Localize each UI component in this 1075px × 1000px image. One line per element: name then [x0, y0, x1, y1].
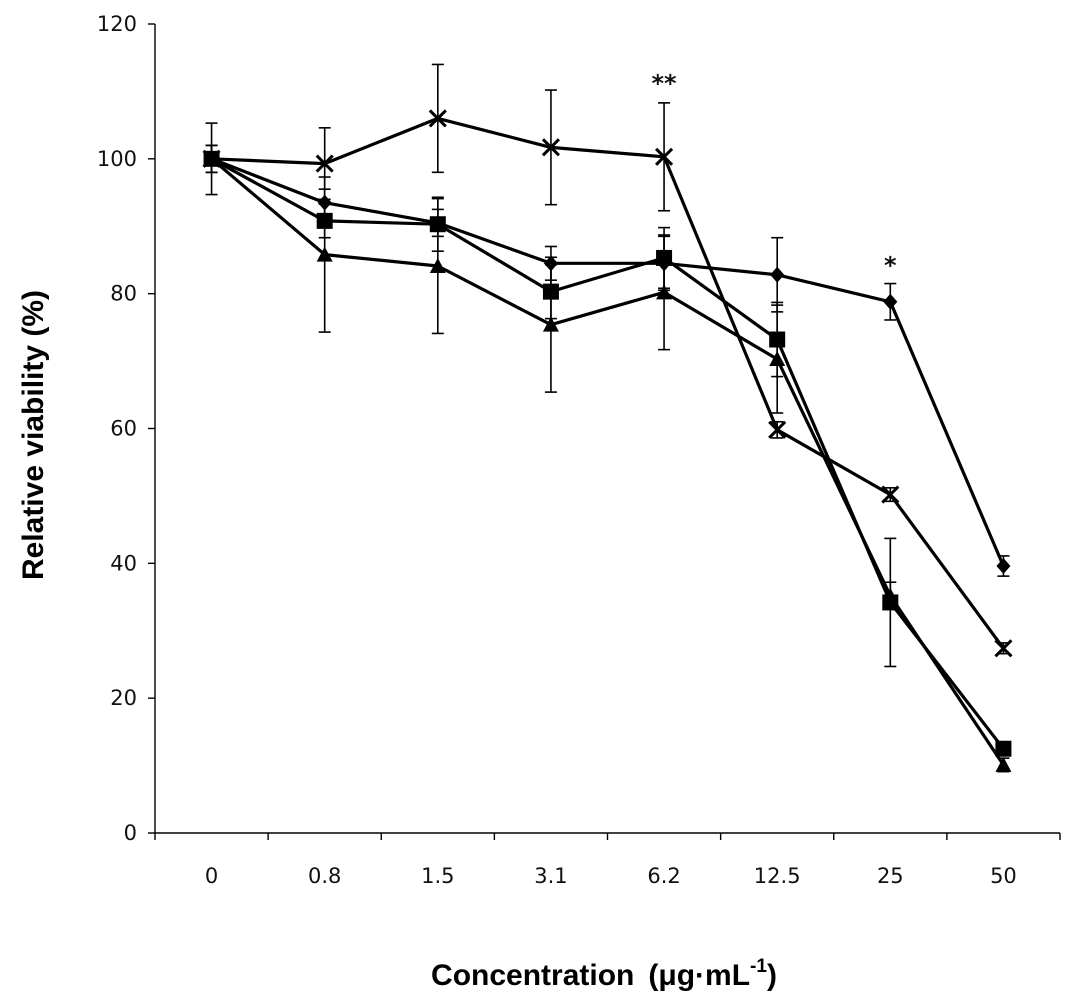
x-axis-title: Concentration (μg·mL-1): [431, 956, 777, 992]
marker-cross: [655, 147, 674, 166]
y-tick-label: 100: [97, 147, 137, 171]
marker-square: [769, 331, 786, 348]
marker-square: [429, 216, 446, 233]
x-tick-label: 25: [877, 864, 904, 888]
marker-triangle: [316, 246, 333, 262]
x-tick-label: 50: [990, 864, 1017, 888]
y-tick-label: 20: [110, 686, 137, 710]
x-tick-label: 0: [205, 864, 218, 888]
marker-diamond: [543, 255, 558, 272]
marker-cross: [541, 138, 560, 157]
marker-cross: [315, 154, 334, 173]
marker-square: [316, 212, 333, 229]
marker-cross: [428, 109, 447, 128]
marker-triangle: [656, 284, 673, 300]
series-line-diamond: [211, 157, 1005, 567]
series-line-square: [210, 157, 1005, 750]
marker-square: [656, 249, 673, 266]
marker-diamond: [317, 194, 332, 211]
x-tick-label: 1.5: [421, 864, 454, 888]
x-tick-label: 6.2: [647, 864, 680, 888]
series-lines: [210, 116, 1005, 766]
x-tick-label: 0.8: [308, 864, 341, 888]
marker-diamond: [996, 558, 1011, 575]
y-tick-label: 40: [110, 551, 137, 575]
x-axis-unit-sup: -1: [750, 956, 767, 977]
marker-triangle: [882, 587, 899, 603]
series-markers: [202, 109, 1013, 772]
x-axis-unit-close: ): [767, 959, 777, 992]
x-axis-ticks: 0 0.8 1.5 3.1 6.2 12.5 25 50: [154, 833, 1061, 888]
marker-cross: [994, 639, 1013, 658]
marker-triangle: [995, 756, 1012, 772]
axes: [154, 24, 1060, 834]
marker-cross: [768, 420, 787, 439]
marker-triangle: [769, 351, 786, 367]
significance-annotation: **: [652, 69, 678, 97]
significance-annotation: *: [884, 251, 897, 279]
annotations: ***: [652, 69, 898, 279]
series-line-cross: [211, 116, 1005, 650]
x-axis-unit-open: (: [648, 959, 658, 992]
x-tick-label: 12.5: [754, 864, 801, 888]
y-tick-label: 80: [110, 282, 137, 306]
y-tick-label: 0: [124, 821, 137, 845]
marker-triangle: [542, 316, 559, 332]
error-bars: [205, 63, 1010, 773]
marker-square: [995, 740, 1012, 757]
y-tick-label: 60: [110, 417, 137, 441]
x-axis-unit: μg·mL: [658, 959, 750, 992]
y-axis-ticks: 0 20 40 60 80 100 120: [97, 12, 155, 845]
marker-triangle: [429, 258, 446, 274]
y-axis-title: Relative viability (%): [17, 290, 50, 580]
x-tick-label: 3.1: [534, 864, 567, 888]
x-axis-title-main: Concentration: [431, 959, 634, 992]
marker-square: [542, 283, 559, 300]
marker-diamond: [883, 293, 898, 310]
marker-cross: [202, 149, 221, 168]
marker-cross: [881, 485, 900, 504]
y-tick-label: 120: [97, 12, 137, 36]
series-line-triangle: [210, 157, 1005, 766]
marker-diamond: [770, 266, 785, 283]
